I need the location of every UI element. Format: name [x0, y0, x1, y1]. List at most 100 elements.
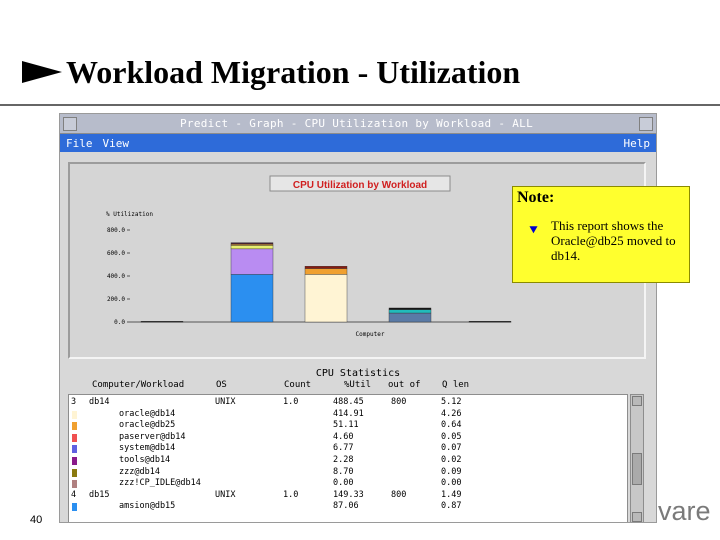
stats-title: CPU Statistics: [315, 368, 401, 379]
slide-title-text: Workload Migration - Utilization: [66, 53, 521, 90]
window-title: Predict - Graph - CPU Utilization by Wor…: [179, 117, 534, 130]
header-outof[interactable]: out of: [388, 380, 421, 390]
note-text: This report shows the Oracle@db25 moved …: [551, 218, 676, 263]
stats-table[interactable]: 3 db14 UNIX 1.0 488.45 800 5.12 oracle@db14 414.…: [68, 394, 628, 522]
header-computer[interactable]: Computer/Workload: [92, 380, 185, 390]
title-divider: [0, 104, 720, 106]
bar-segment: [140, 321, 184, 323]
table-row[interactable]: tools@db14 2.28 0.02: [69, 455, 627, 466]
y-tick-label: 400.0: [107, 273, 125, 280]
cell-qlen: 1.49: [441, 489, 462, 500]
cell-qlen: 0.64: [441, 420, 462, 431]
cell-name: db15: [89, 489, 110, 500]
bullet-icon: [529, 222, 540, 234]
cell-qlen: 5.12: [441, 397, 462, 407]
cell-name: paserver@db14: [119, 431, 186, 442]
table-row[interactable]: oracle@db14 414.91 4.26: [69, 409, 627, 420]
y-axis-label: % Utilization: [106, 211, 153, 218]
cell-qlen: 0.00: [441, 478, 462, 489]
workload-color-swatch: [72, 503, 77, 512]
bar-segment: [230, 248, 274, 275]
cpu-utilization-chart: CPU Utilization by Workload % Utilization…: [106, 175, 512, 338]
table-row[interactable]: zzz@db14 8.70 0.09: [69, 467, 627, 478]
scroll-thumb[interactable]: [632, 453, 642, 485]
header-os[interactable]: OS: [216, 380, 227, 390]
cell-name: zzz@db14: [119, 466, 160, 477]
cell-name: system@db14: [119, 443, 176, 454]
bar-segment: [304, 266, 348, 269]
workload-color-swatch: [72, 457, 77, 465]
table-row[interactable]: paserver@db14 4.60 0.05: [69, 432, 627, 443]
bar-segment: [304, 274, 348, 323]
menu-view[interactable]: View: [102, 136, 130, 150]
cell-util: 0.00: [333, 478, 354, 489]
cell-idx: 4: [71, 489, 77, 500]
table-row[interactable]: oracle@db25 51.11 0.64: [69, 420, 627, 431]
bar-segment: [468, 321, 512, 323]
cell-util: 4.60: [333, 431, 354, 442]
minimize-icon[interactable]: [639, 116, 653, 131]
y-tick-label: 800.0: [107, 227, 125, 234]
cell-count: 1.0: [283, 489, 299, 500]
workload-color-swatch: [72, 410, 77, 419]
stats-scrollbar[interactable]: [630, 394, 644, 522]
cell-name: db14: [89, 397, 110, 407]
cell-idx: 3: [71, 397, 77, 407]
stats-header: Computer/Workload OS Count %Util out of …: [68, 380, 646, 392]
window-menu-icon[interactable]: [63, 116, 77, 131]
menu-help[interactable]: Help: [623, 136, 651, 150]
bar-segment: [388, 309, 432, 314]
header-count[interactable]: Count: [284, 380, 312, 390]
scroll-down-icon[interactable]: [632, 512, 642, 522]
workload-color-swatch: [72, 480, 77, 489]
cell-util: 2.28: [333, 455, 354, 465]
cell-qlen: 0.09: [441, 466, 462, 477]
cell-util: 488.45: [333, 397, 364, 407]
cell-qlen: 0.02: [441, 455, 462, 465]
arrow-icon: [22, 61, 62, 83]
menubar: File View Help: [60, 134, 656, 152]
header-qlen[interactable]: Q len: [442, 380, 470, 390]
workload-color-swatch: [72, 422, 77, 431]
cell-os: UNIX: [215, 489, 236, 500]
bar-segment: [230, 245, 274, 250]
bar-segment: [304, 268, 348, 275]
cell-util: 8.70: [333, 466, 354, 477]
cell-name: oracle@db25: [119, 420, 176, 431]
bar-segment: [230, 274, 274, 323]
page-number: 40: [30, 514, 43, 526]
table-row[interactable]: zzz!CP_IDLE@db14 0.00 0.00: [69, 478, 627, 489]
table-row[interactable]: system@db14 6.77 0.07: [69, 443, 627, 454]
cell-name: oracle@db14: [119, 408, 176, 419]
bar-segment: [388, 312, 432, 323]
cell-count: 1.0: [283, 397, 299, 407]
cell-util: 51.11: [333, 420, 359, 431]
table-row[interactable]: amsion@db15 87.06 0.87: [69, 501, 627, 512]
workload-color-swatch: [72, 468, 77, 477]
cell-outof: 800: [391, 397, 407, 407]
cell-qlen: 0.87: [441, 501, 462, 512]
bar-segment: [230, 242, 274, 245]
predict-window: Predict - Graph - CPU Utilization by Wor…: [59, 113, 657, 523]
scroll-up-icon[interactable]: [632, 396, 642, 406]
y-tick-label: 600.0: [107, 250, 125, 257]
x-axis-label: Computer: [356, 331, 385, 338]
cell-util: 6.77: [333, 443, 354, 454]
table-row[interactable]: 4 db15 UNIX 1.0 149.33 800 1.49: [69, 490, 627, 501]
chart-title: CPU Utilization by Workload: [293, 180, 427, 191]
chart-title-box: [269, 175, 451, 192]
brand-logo-fragment: vare: [658, 496, 711, 526]
note-heading: Note:: [517, 189, 555, 206]
cell-util: 87.06: [333, 501, 359, 512]
slide-title: Workload Migration - Utilization: [22, 52, 520, 92]
header-util[interactable]: %Util: [344, 380, 372, 390]
cell-name: tools@db14: [119, 455, 171, 465]
cell-name: zzz!CP_IDLE@db14: [119, 478, 201, 489]
table-row[interactable]: 3 db14 UNIX 1.0 488.45 800 5.12: [69, 397, 627, 408]
workload-color-swatch: [72, 433, 77, 442]
y-tick-label: 200.0: [107, 296, 125, 303]
cell-name: amsion@db15: [119, 501, 176, 512]
cell-os: UNIX: [215, 397, 236, 407]
window-titlebar[interactable]: Predict - Graph - CPU Utilization by Wor…: [60, 114, 656, 134]
menu-file[interactable]: File: [66, 136, 93, 150]
